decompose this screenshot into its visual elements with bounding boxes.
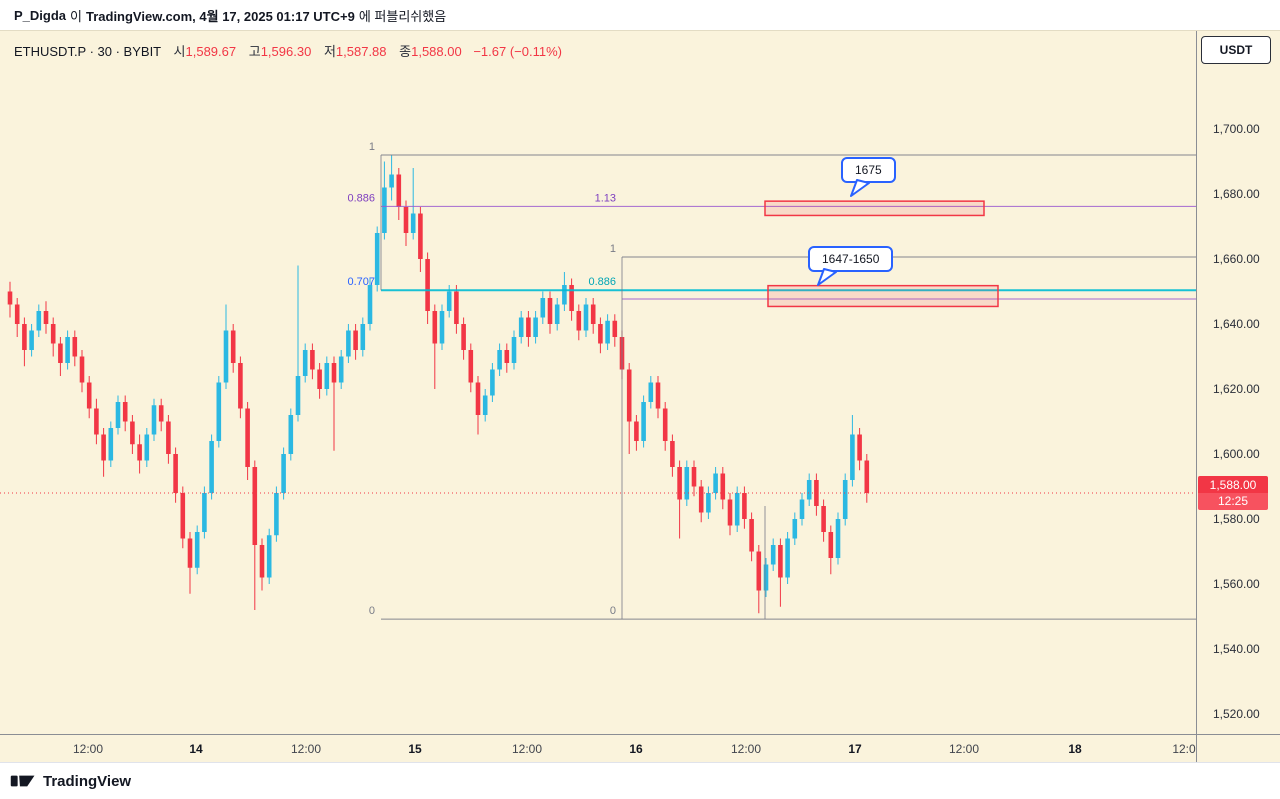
svg-text:1.13: 1.13 (595, 192, 616, 204)
time-tick: 15 (408, 742, 422, 756)
price-tick: 1,660.00 (1213, 252, 1260, 266)
change-value: −1.67 (−0.11%) (473, 44, 562, 59)
price-tick: 1,680.00 (1213, 187, 1260, 201)
time-tick: 12:00 (948, 742, 980, 756)
svg-text:0: 0 (369, 605, 375, 617)
time-axis[interactable]: 12:00 14 12:00 15 12:00 16 12:00 17 12:00 18 12:0 (0, 734, 1280, 763)
open-value: 1,589.67 (185, 44, 237, 59)
last-price-badge: 1,588.00 12:25 (1198, 476, 1268, 510)
last-price-value: 1,588.00 (1198, 476, 1268, 493)
symbol-title[interactable]: ETHUSDT.P · 30 · BYBIT (14, 44, 161, 59)
high-value: 1,596.30 (260, 44, 312, 59)
open-label: 시 (173, 44, 186, 59)
price-tick: 1,700.00 (1213, 122, 1260, 136)
price-tick: 1,580.00 (1213, 512, 1260, 526)
price-tick: 1,520.00 (1213, 707, 1260, 721)
chart-legend: ETHUSDT.P · 30 · BYBIT 시1,589.67 고1,596.… (14, 41, 562, 60)
close-value: 1,588.00 (411, 44, 462, 59)
bar-countdown: 12:25 (1198, 493, 1268, 510)
price-tick: 1,600.00 (1213, 447, 1260, 461)
svg-text:0: 0 (610, 605, 616, 617)
callout-tail-icon (815, 268, 839, 287)
publish-connector: 이 (70, 8, 82, 24)
time-tick: 12:00 (290, 742, 322, 756)
high-label: 고 (248, 44, 261, 59)
time-tick: 12:00 (730, 742, 762, 756)
price-axis[interactable]: USDT 1,700.00 1,680.00 1,660.00 1,640.00 1,6… (1196, 31, 1280, 763)
callout-tail-icon (848, 179, 872, 198)
low-value: 1,587.88 (335, 44, 387, 59)
candlestick-chart[interactable]: 1 0.886 0.707 0 1.13 1 0.886 0 (0, 31, 1196, 734)
footer-bar: TradingView (0, 762, 1280, 799)
time-tick: 12:00 (511, 742, 543, 756)
time-tick: 12:0 (1172, 742, 1196, 756)
svg-text:0.886: 0.886 (347, 192, 375, 204)
time-tick: 18 (1068, 742, 1082, 756)
low-label: 저 (323, 44, 336, 59)
publish-source: TradingView.com, 4월 17, 2025 01:17 UTC+9 (85, 8, 355, 24)
price-tick: 1,620.00 (1213, 382, 1260, 396)
svg-text:1: 1 (369, 141, 375, 153)
currency-button[interactable]: USDT (1201, 36, 1271, 64)
close-label: 종 (399, 44, 412, 59)
price-tick: 1,640.00 (1213, 317, 1260, 331)
publish-author: P_Digda (14, 7, 67, 23)
callout-1675[interactable]: 1675 (841, 157, 896, 197)
time-tick: 17 (848, 742, 862, 756)
callout-1647-1650[interactable]: 1647-1650 (808, 246, 894, 286)
svg-text:0.707: 0.707 (347, 276, 375, 288)
callout-1675-label: 1675 (855, 163, 882, 177)
svg-text:0.886: 0.886 (588, 276, 616, 288)
price-tick: 1,560.00 (1213, 577, 1260, 591)
svg-text:1: 1 (610, 243, 616, 255)
price-tick: 1,540.00 (1213, 642, 1260, 656)
chart-region: 1 0.886 0.707 0 1.13 1 0.886 0 ETHUSDT.P · 30 ·… (0, 30, 1280, 763)
time-tick: 14 (189, 742, 203, 756)
publish-suffix: 에 퍼블리쉬했음 (358, 8, 447, 24)
tradingview-wordmark[interactable]: TradingView (43, 772, 132, 790)
time-tick: 16 (629, 742, 643, 756)
callout-1647-1650-label: 1647-1650 (822, 252, 880, 266)
tradingview-logo-icon[interactable] (10, 771, 36, 791)
time-tick: 12:00 (72, 742, 104, 756)
publish-bar: P_Digda 이 TradingView.com, 4월 17, 2025 0… (0, 0, 1280, 30)
